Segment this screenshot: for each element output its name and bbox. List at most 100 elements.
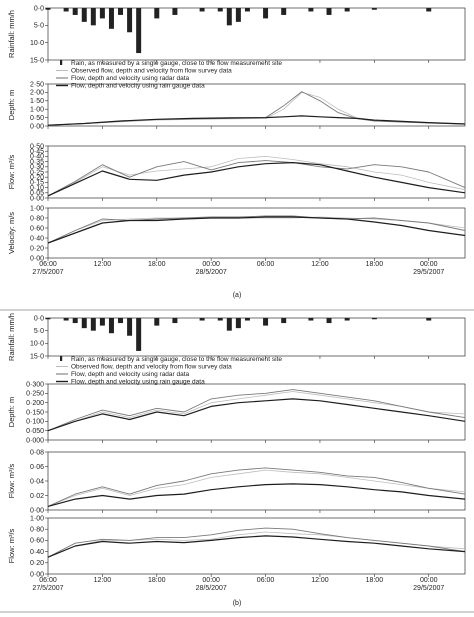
rain-bar [217, 318, 223, 321]
legend-label: Flow, depth and velocity using rain gaug… [71, 379, 205, 386]
x-tick-time: 18:00 [366, 577, 384, 584]
y-tick-label: 0·45 [30, 149, 44, 156]
y-tick-label: 0·40 [30, 235, 44, 242]
legend-label: Flow, depth and velocity using radar dat… [71, 371, 190, 378]
y-tick-label: 0·08 [30, 449, 44, 456]
chart-2: 0·000·050·100·150·200·250·300·350·400·45… [7, 143, 466, 202]
series-radar [47, 160, 466, 197]
rain-bar [136, 8, 142, 54]
rain-bar [63, 8, 69, 12]
legend-rain-swatch [60, 356, 63, 361]
rain-bar [172, 318, 178, 324]
rain-bar [45, 318, 51, 320]
x-tick-time: 06:00 [39, 261, 57, 268]
rain-bar [226, 318, 232, 331]
y-tick-label: 0·250 [26, 391, 44, 398]
series-observed [47, 469, 466, 507]
y-tick-label: 0·35 [30, 159, 44, 166]
legend-label: Observed flow, depth and velocity from f… [71, 364, 232, 371]
plot-frame [47, 317, 466, 357]
rain-bar [426, 318, 432, 321]
rain-bar [172, 8, 178, 15]
y-axis-label: Depth: m [7, 397, 16, 427]
rain-bar [235, 318, 241, 329]
series-gauge [47, 398, 466, 432]
rain-bar [344, 318, 350, 321]
plot-frame [47, 207, 466, 259]
y-tick-label: 0·00 [30, 571, 44, 578]
x-tick-time: 12:00 [94, 261, 112, 268]
x-tick-time: 00:00 [420, 577, 438, 584]
legend: Rain, as measured by a single gauge, clo… [56, 60, 282, 90]
y-axis-label: Flow: m³/s [7, 528, 16, 563]
y-tick-label: 0·80 [30, 215, 44, 222]
x-tick-date: 29/5/2007 [413, 585, 444, 592]
y-tick-label: 0·20 [30, 175, 44, 182]
y-tick-label: 0·30 [30, 164, 44, 171]
y-tick-label: 1·00 [30, 515, 44, 522]
rain-bar [308, 318, 314, 321]
series-gauge [47, 483, 466, 507]
y-axis-label: Depth: m [7, 90, 16, 120]
y-tick-label: 0·06 [30, 464, 44, 471]
rain-bar [326, 318, 332, 324]
x-tick-date: 29/5/2007 [413, 269, 444, 276]
y-tick-label: 0·15 [30, 180, 44, 187]
y-tick-label: 1·00 [30, 107, 44, 114]
y-axis-label: Rainfall: mm/h [7, 10, 16, 58]
y-tick-label: 0·05 [30, 190, 44, 197]
y-tick-label: 1·50 [30, 98, 44, 105]
rain-bar [127, 318, 133, 336]
chart-5: 0·000 0·050 0·100 0·150 0·200 0·250 0·300 Depth… [7, 381, 466, 444]
rain-bar [371, 318, 377, 320]
plot-frame [47, 7, 466, 61]
x-tick-time: 18:00 [148, 261, 166, 268]
x-tick-time: 12:00 [311, 261, 329, 268]
series-gauge [47, 162, 466, 197]
y-tick-label: 10·0 [30, 40, 44, 47]
y-tick-label: 0·60 [30, 538, 44, 545]
y-tick-label: 1·00 [30, 205, 44, 212]
rain-bar [136, 318, 142, 351]
y-tick-label: 0·200 [26, 400, 44, 407]
y-tick-label: 0·100 [26, 419, 44, 426]
y-tick-label: 0·04 [30, 478, 44, 485]
legend-label: Flow, depth and velocity using rain gaug… [71, 83, 205, 90]
series-observed [47, 391, 466, 432]
plot-frame [47, 517, 466, 575]
y-tick-label: 0·20 [30, 245, 44, 252]
y-tick-label: 0·80 [30, 527, 44, 534]
chart-1: 0·000·501·00 1·502·00 2·50 Depth: m [7, 81, 466, 130]
y-tick-label: 0·00 [30, 255, 44, 262]
y-tick-label: 0·02 [30, 493, 44, 500]
y-tick-label: 5·0 [34, 23, 44, 30]
x-tick-time: 06:00 [257, 261, 275, 268]
y-tick-label: 0·300 [26, 381, 44, 388]
series-radar [47, 215, 466, 244]
rain-bar [90, 8, 96, 26]
rain-bar [371, 8, 377, 10]
x-tick-time: 00:00 [202, 577, 220, 584]
y-tick-label: 0·40 [30, 549, 44, 556]
rain-bar [199, 8, 205, 12]
rain-bar [263, 8, 269, 19]
chart-6: 0·00 0·02 0·04 0·06 0·08 Flow: m³/s [7, 449, 466, 514]
y-tick-label: 10·0 [30, 341, 44, 348]
rain-bar [108, 318, 114, 334]
series-gauge [47, 535, 466, 558]
rain-bar [108, 8, 114, 29]
x-tick-time: 12:00 [94, 577, 112, 584]
series-radar [47, 527, 466, 558]
x-tick-time: 18:00 [366, 261, 384, 268]
x-tick-time: 00:00 [420, 261, 438, 268]
plot-frame [47, 83, 466, 127]
y-tick-label: 0·00 [30, 507, 44, 514]
rain-bar [326, 8, 332, 15]
rain-bar [118, 8, 124, 15]
rain-bar [72, 318, 78, 324]
rain-bar [217, 8, 223, 12]
rain-bar [127, 8, 133, 33]
y-tick-label: 0·10 [30, 185, 44, 192]
rain-bar [281, 8, 287, 15]
